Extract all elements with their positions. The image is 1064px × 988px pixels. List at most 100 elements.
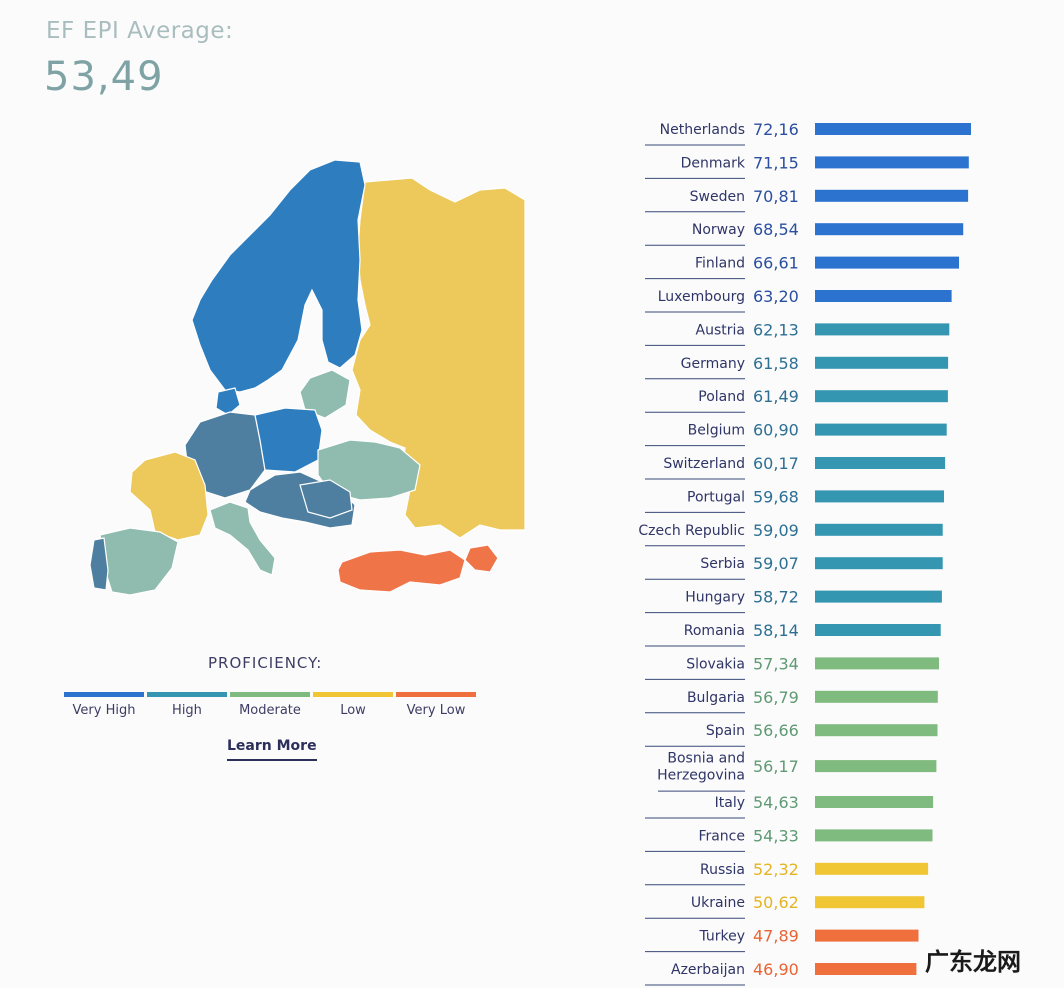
- bar: [815, 457, 946, 469]
- value-label: 56,66: [753, 721, 799, 740]
- country-label: Ukraine: [691, 895, 745, 911]
- value-label: 62,13: [753, 320, 799, 339]
- country-label: Czech Republic: [638, 523, 745, 539]
- legend-item-very-low: Very Low: [396, 692, 476, 722]
- country-label: Bosnia and: [667, 751, 745, 767]
- country-label: Belgium: [688, 423, 745, 439]
- country-label: France: [698, 828, 745, 844]
- legend-label: Very High: [72, 703, 136, 718]
- bar: [815, 624, 941, 636]
- map-region-scandinavia[interactable]: [191, 159, 366, 393]
- legend-swatch: [64, 692, 144, 697]
- country-label: Austria: [696, 322, 745, 338]
- map-region-turkey[interactable]: [337, 549, 466, 593]
- value-label: 58,72: [753, 588, 799, 607]
- value-label: 56,79: [753, 688, 799, 707]
- country-label: Hungary: [685, 590, 745, 606]
- average-label: EF EPI Average:: [46, 18, 234, 44]
- map-region-italy[interactable]: [209, 501, 276, 576]
- map-region-baltics[interactable]: [299, 369, 351, 419]
- legend-label: High: [172, 703, 202, 718]
- ranking-bar-chart: Netherlands 72,16 Denmark 71,15 Sweden 70,81 N…: [638, 120, 971, 986]
- country-label: Romania: [684, 623, 745, 639]
- map-region-france[interactable]: [129, 451, 209, 541]
- bar: [815, 323, 950, 336]
- value-label: 56,17: [753, 757, 799, 776]
- proficiency-title: PROFICIENCY:: [208, 654, 323, 672]
- value-label: 68,54: [753, 220, 799, 239]
- bar: [815, 760, 937, 773]
- bar: [815, 557, 943, 570]
- value-label: 57,34: [753, 654, 799, 673]
- legend-swatch: [396, 692, 476, 697]
- country-label: Finland: [695, 256, 745, 272]
- country-label: Germany: [681, 356, 745, 372]
- bar: [815, 929, 919, 942]
- country-label: Luxembourg: [658, 289, 745, 305]
- value-label: 46,90: [753, 960, 799, 979]
- bar: [815, 724, 938, 737]
- country-label: Italy: [715, 795, 745, 811]
- bar: [815, 862, 929, 875]
- value-label: 71,15: [753, 153, 799, 172]
- bar: [815, 590, 942, 603]
- value-label: 60,17: [753, 454, 799, 473]
- country-label: Sweden: [690, 189, 745, 205]
- value-label: 52,32: [753, 860, 799, 879]
- map-region-romania[interactable]: [299, 479, 353, 519]
- map-region-poland[interactable]: [254, 407, 323, 473]
- country-label: Netherlands: [660, 122, 745, 138]
- bar: [815, 290, 952, 302]
- legend-swatch: [147, 692, 227, 697]
- country-label: Slovakia: [686, 656, 745, 672]
- value-label: 54,33: [753, 826, 799, 845]
- legend-swatch: [313, 692, 393, 697]
- bar: [815, 156, 969, 169]
- map-region-portugal[interactable]: [89, 537, 109, 591]
- value-label: 59,09: [753, 521, 799, 540]
- average-value: 53,49: [44, 54, 164, 100]
- country-label: Switzerland: [663, 456, 745, 472]
- learn-more-link[interactable]: Learn More: [227, 738, 317, 761]
- country-label: Russia: [700, 862, 745, 878]
- country-label: Poland: [698, 389, 745, 405]
- value-label: 63,20: [753, 287, 799, 306]
- country-label: Serbia: [700, 556, 745, 572]
- value-label: 59,07: [753, 554, 799, 573]
- legend-item-low: Low: [313, 692, 393, 722]
- bar: [815, 657, 939, 670]
- legend-label: Very Low: [406, 703, 466, 718]
- country-label: Herzegovina: [657, 768, 745, 784]
- value-label: 70,81: [753, 187, 799, 206]
- bar: [815, 829, 933, 842]
- value-label: 47,89: [753, 927, 799, 946]
- country-label: Turkey: [698, 929, 745, 945]
- bar: [815, 523, 943, 536]
- bar: [815, 690, 938, 703]
- value-label: 60,90: [753, 421, 799, 440]
- map-region-azerbaijan[interactable]: [464, 544, 499, 573]
- europe-map: [89, 159, 526, 596]
- bar: [815, 223, 964, 236]
- bar: [815, 123, 971, 135]
- country-label: Norway: [692, 222, 745, 238]
- country-label: Azerbaijan: [671, 962, 745, 978]
- country-label: Spain: [706, 723, 745, 739]
- legend-item-moderate: Moderate: [230, 692, 310, 722]
- bar: [815, 189, 969, 202]
- bar: [815, 490, 944, 503]
- value-label: 61,58: [753, 354, 799, 373]
- value-label: 58,14: [753, 621, 799, 640]
- watermark: 广东龙网: [925, 947, 1021, 976]
- legend-label: Low: [340, 703, 366, 718]
- value-label: 72,16: [753, 120, 799, 139]
- bar: [815, 896, 925, 909]
- legend-swatch: [230, 692, 310, 697]
- map-region-denmark[interactable]: [215, 387, 241, 416]
- bar: [815, 390, 948, 403]
- value-label: 59,68: [753, 487, 799, 506]
- map-region-spain[interactable]: [99, 527, 179, 596]
- legend-label: Moderate: [239, 703, 301, 718]
- value-label: 54,63: [753, 793, 799, 812]
- value-label: 50,62: [753, 893, 799, 912]
